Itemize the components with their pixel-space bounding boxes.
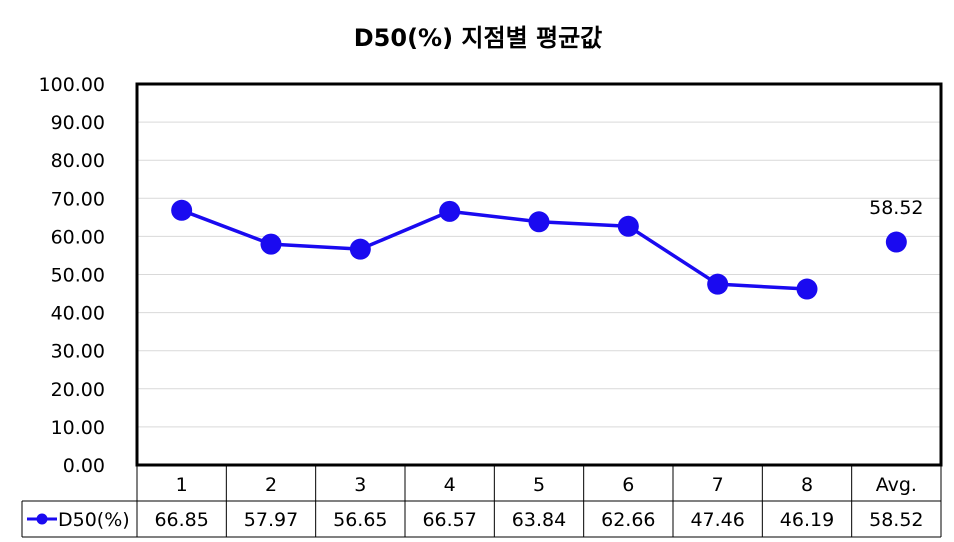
series-points-layer: [171, 199, 907, 300]
x-category-label: 1: [176, 474, 188, 496]
chart-title: D50(%) 지점별 평균값: [354, 24, 603, 52]
table-value-cell: 62.66: [601, 509, 655, 531]
data-point: [885, 231, 907, 253]
y-tick-label: 60.00: [51, 226, 105, 248]
legend-point-marker: [36, 513, 48, 525]
y-tick-label: 90.00: [51, 112, 105, 134]
x-category-label: 8: [801, 474, 813, 496]
data-table: 1 2 3 4 5 6 7 8 Avg. D50(%) 66.85 57.97 56.65 66.57 63…: [21, 465, 942, 538]
data-labels-layer: 58.52: [869, 197, 923, 219]
y-tick-label: 50.00: [51, 265, 105, 287]
data-label-avg: 58.52: [869, 197, 923, 219]
x-category-label: Avg.: [876, 474, 917, 496]
data-point: [707, 273, 729, 295]
plot-area-frame: [135, 82, 943, 467]
x-category-label: 3: [354, 474, 366, 496]
data-point: [439, 200, 461, 222]
x-category-label: 4: [444, 474, 456, 496]
data-point: [617, 215, 639, 237]
x-category-label: 7: [712, 474, 724, 496]
data-point: [528, 211, 550, 233]
data-point: [171, 199, 193, 221]
series-line-d50: [181, 208, 808, 291]
table-value-cell: 63.84: [512, 509, 566, 531]
x-category-label: 2: [265, 474, 277, 496]
y-tick-label: 10.00: [51, 417, 105, 439]
table-value-cell: 56.65: [333, 509, 387, 531]
x-category-label: 6: [622, 474, 634, 496]
x-category-label: 5: [533, 474, 545, 496]
table-value-cell: 66.85: [154, 509, 208, 531]
table-value-cell: 57.97: [244, 509, 298, 531]
y-tick-label: 80.00: [51, 150, 105, 172]
legend-series-name: D50(%): [58, 509, 130, 531]
table-value-cell: 46.19: [780, 509, 834, 531]
data-point: [349, 238, 371, 260]
table-value-cell: 47.46: [690, 509, 744, 531]
y-tick-label: 100.00: [39, 74, 105, 96]
gridlines: [137, 121, 941, 428]
y-tick-label: 20.00: [51, 379, 105, 401]
y-axis-tick-labels: 0.00 10.00 20.00 30.00 40.00 50.00 60.00 70.00 8…: [39, 74, 105, 477]
table-value-cell: 66.57: [422, 509, 476, 531]
series-line-layer: [181, 208, 808, 291]
data-point: [796, 278, 818, 300]
y-tick-label: 0.00: [63, 455, 105, 477]
y-tick-label: 70.00: [51, 188, 105, 210]
table-value-cell: 58.52: [869, 509, 923, 531]
y-tick-label: 30.00: [51, 341, 105, 363]
data-point: [260, 233, 282, 255]
y-tick-label: 40.00: [51, 303, 105, 325]
